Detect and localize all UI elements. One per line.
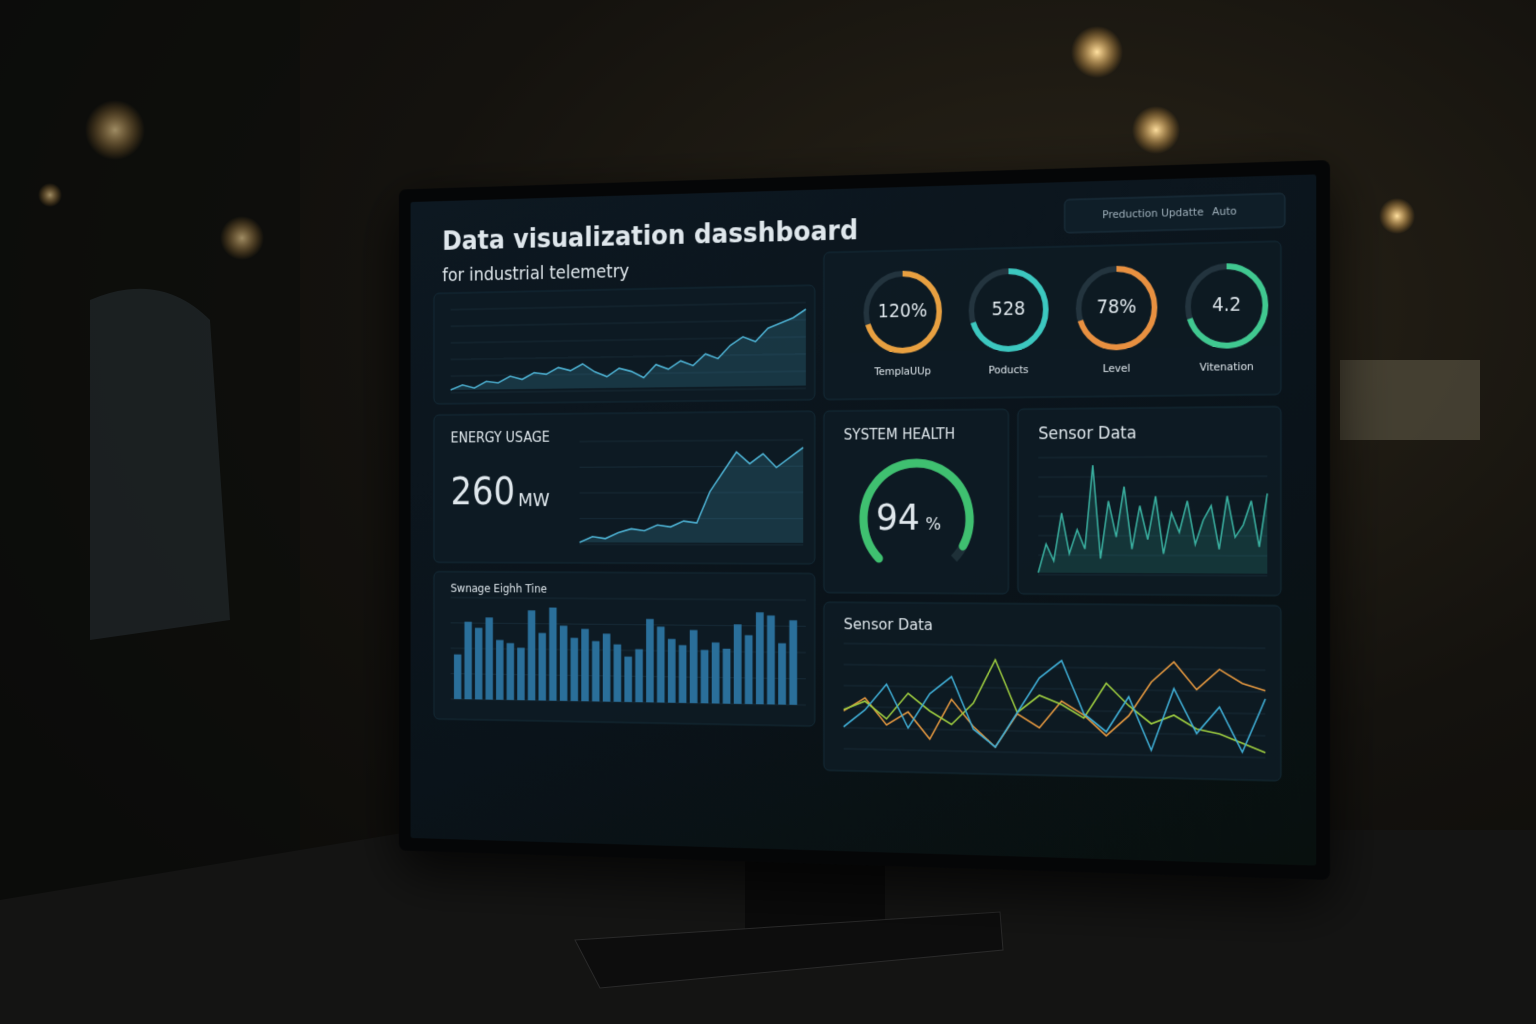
lamp [1379, 198, 1415, 234]
energy-unit: MW [518, 489, 550, 511]
bar [789, 620, 797, 705]
window-light [1340, 360, 1480, 440]
bar [668, 639, 676, 703]
bar [517, 648, 524, 701]
bar [571, 638, 579, 701]
lamp [220, 216, 264, 260]
gauge-label: Vitenation [1199, 361, 1253, 374]
title: Data visualization dasshboard [442, 215, 858, 257]
gauge-value: 120% [878, 300, 927, 322]
bar [756, 612, 764, 704]
mode-selector[interactable]: Auto [1212, 205, 1237, 218]
bar [539, 633, 546, 701]
machine [90, 289, 230, 640]
sensor-b-title: Sensor Data [844, 615, 933, 634]
bar [454, 654, 461, 699]
bar [679, 645, 687, 703]
gauge-label: Level [1103, 363, 1131, 376]
energy-value: 260 [451, 470, 515, 513]
energy-title: ENERGY USAGE [451, 430, 550, 446]
bar [560, 626, 567, 701]
gauge-value: 4.2 [1212, 294, 1241, 316]
bar [745, 635, 753, 704]
bar [549, 608, 556, 701]
bar [614, 644, 622, 702]
bar [603, 634, 611, 702]
bar [486, 617, 493, 699]
subtitle: for industrial telemetry [442, 261, 629, 286]
gauge-value: 78% [1096, 296, 1136, 318]
bar [507, 643, 514, 700]
gauge-label: TemplaUUp [873, 365, 931, 378]
bars-title: Swnage Eighh Tine [451, 581, 547, 595]
bar [528, 610, 535, 700]
lamp [85, 100, 145, 160]
bar [734, 624, 742, 704]
bar [496, 640, 503, 700]
bar [712, 642, 720, 703]
bar [657, 627, 665, 703]
gauge-value: 528 [992, 299, 1026, 321]
bar [778, 643, 786, 705]
bar [635, 649, 643, 702]
bar [475, 628, 482, 700]
lamp [38, 183, 62, 207]
bar [592, 641, 600, 701]
health-unit: % [925, 515, 941, 535]
dashboard: Data visualization dasshboard for indust… [411, 174, 1317, 865]
monitor: Data visualization dasshboard for indust… [399, 160, 1330, 880]
gauge-label: Poducts [989, 364, 1029, 377]
bar [767, 615, 775, 704]
lamp [1071, 26, 1123, 78]
health-value: 94 [876, 496, 920, 539]
bar [723, 649, 731, 704]
bar [464, 622, 471, 700]
bar [701, 650, 709, 703]
bar [646, 619, 654, 702]
lamp [1132, 106, 1180, 154]
health-title: SYSTEM HEALTH [844, 427, 955, 444]
bar [581, 629, 589, 701]
bar [690, 630, 698, 703]
bar [624, 657, 632, 703]
sensor-a-title: Sensor Data [1038, 423, 1136, 443]
